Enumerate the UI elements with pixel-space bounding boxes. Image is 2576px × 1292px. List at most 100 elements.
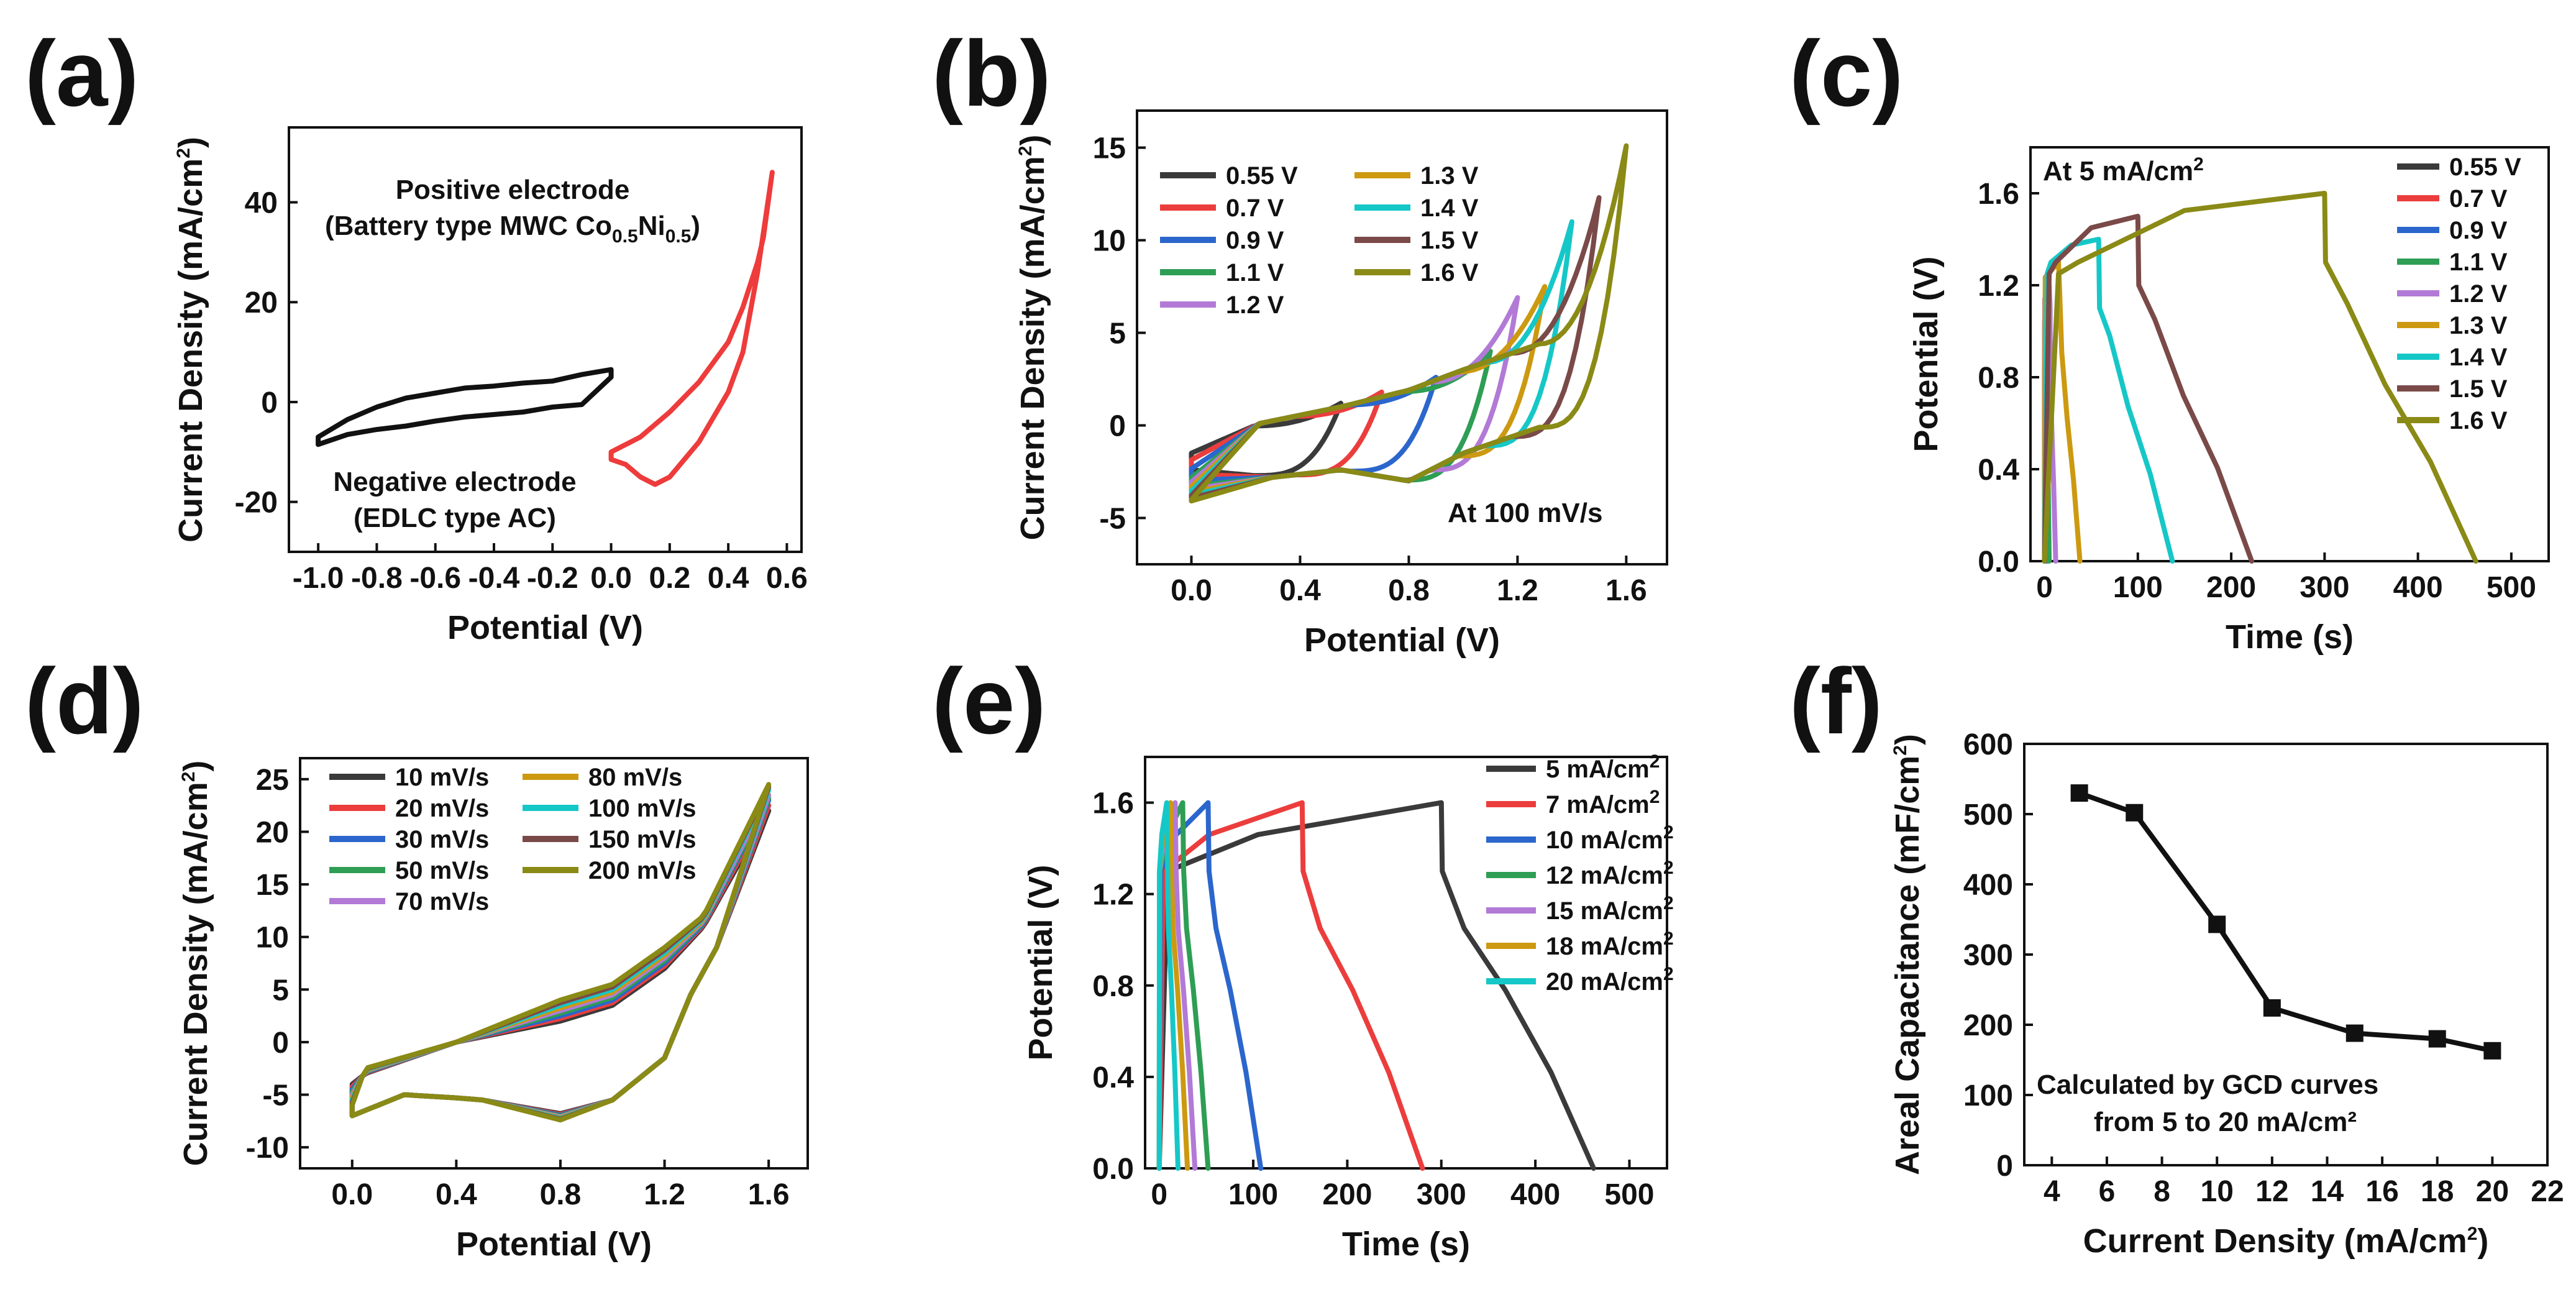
y-tick-label: 20 (245, 286, 278, 319)
legend-label: 20 mA/cm2 (1546, 964, 1674, 996)
data-point (2263, 999, 2281, 1017)
legend-label: 1.6 V (1420, 259, 1479, 286)
x-tick-label: 100 (1228, 1178, 1278, 1211)
data-point (2483, 1042, 2501, 1060)
data-point (2428, 1030, 2446, 1048)
legend-label: 0.55 V (1226, 162, 1298, 190)
y-tick-label: 0.0 (1978, 546, 2019, 579)
legend-label: 0.7 V (1226, 195, 1284, 222)
legend-label: 1.5 V (1420, 227, 1479, 254)
legend-label: 1.1 V (1226, 259, 1284, 286)
y-tick-label: 0.0 (1092, 1153, 1134, 1186)
x-tick-label: -0.8 (351, 562, 403, 595)
x-tick-label: 0 (2036, 571, 2053, 604)
x-tick-label: 0.4 (1279, 574, 1321, 607)
legend-label: 1.2 V (1226, 291, 1284, 319)
x-tick-label: 6 (2099, 1175, 2116, 1208)
x-tick-label: 0.4 (708, 562, 749, 595)
data-point (2208, 915, 2226, 933)
y-tick-label: 600 (1963, 728, 2013, 761)
panel-f: (f) 4 6 8 10 12 14 16 18 20 22 0 100 200 300 400 500 600 C… (1789, 649, 2564, 1260)
gcd-curve-5mAcm (1156, 800, 1596, 1171)
legend-label: 10 mA/cm2 (1546, 822, 1674, 854)
y-tick-label: 1.6 (1978, 178, 2019, 211)
x-axis-label: Current Density (mA/cm2) (2083, 1222, 2489, 1260)
y-tick-label: -20 (235, 487, 278, 520)
gcd-curve-20mAcm (1156, 800, 1181, 1171)
panel-a: (a) -1.0 -0.8 -0.6 -0.4 -0.2 0.0 0.2 0.4 0.6 -20 0 2… (25, 21, 808, 646)
y-tick-label: 200 (1963, 1009, 2013, 1042)
x-tick-label: 14 (2311, 1175, 2344, 1208)
legend-label: 0.55 V (2449, 153, 2521, 181)
x-tick-label: 100 (2113, 571, 2163, 604)
gcd-curve-7mAcm (1156, 800, 1425, 1171)
plot-frame (299, 757, 809, 1170)
y-tick-label: 15 (256, 869, 289, 902)
x-tick-label: 1.6 (748, 1178, 790, 1211)
y-tick-label: 15 (1093, 132, 1126, 165)
x-tick-label: 16 (2365, 1175, 2398, 1208)
x-tick-label: 0 (1151, 1178, 1167, 1211)
legend-label: 10 mV/s (395, 764, 489, 791)
plot-frame (1144, 756, 1668, 1170)
legend-label: 0.9 V (2449, 217, 2508, 244)
panel-b: (b) 0.0 0.4 0.8 1.2 1.6 -5 0 5 10 15 Potential (V) C… (932, 21, 1668, 659)
legend-label: 7 mA/cm2 (1546, 787, 1660, 818)
y-tick-label: 10 (1093, 225, 1126, 258)
current-density-note: At 5 mA/cm2 (2043, 154, 2204, 186)
legend-label: 5 mA/cm2 (1546, 751, 1660, 783)
legend-label: 20 mV/s (395, 795, 489, 822)
x-tick-label: 1.2 (1497, 574, 1538, 607)
y-tick-label: 100 (1963, 1079, 2013, 1112)
legend-label: 1.1 V (2449, 249, 2508, 276)
panel-label: (a) (25, 21, 139, 126)
y-axis-label: Current Density (mA/cm2) (177, 761, 214, 1166)
legend-label: 1.5 V (2449, 375, 2508, 403)
y-tick-label: 500 (1963, 799, 2013, 832)
panel-c: (c) 0 100 200 300 400 500 0.0 0.4 0.8 1.2 1.6 Time (… (1789, 21, 2550, 656)
x-axis-label: Potential (V) (456, 1226, 652, 1263)
gcd-curve-15V (2042, 214, 2255, 564)
panel-label: (f) (1789, 649, 1883, 753)
x-tick-label: 200 (2206, 571, 2256, 604)
legend-label: 1.3 V (1420, 162, 1479, 190)
x-tick-label: 300 (1417, 1178, 1466, 1211)
x-tick-label: -0.2 (527, 562, 578, 595)
y-tick-label: 0.8 (1978, 362, 2019, 395)
gcd-curve-14V (2042, 237, 2175, 564)
plot-frame (288, 126, 803, 553)
y-tick-label: 1.2 (1978, 270, 2019, 303)
x-tick-label: 400 (2393, 571, 2443, 604)
positive-electrode-sublabel: (Battery type MWC Co0.5Ni0.5) (325, 211, 700, 247)
x-tick-label: 500 (2487, 571, 2536, 604)
positive-electrode-label: Positive electrode (396, 175, 630, 205)
legend-label: 100 mV/s (588, 795, 696, 822)
x-tick-label: -0.6 (409, 562, 461, 595)
panel-label: (e) (932, 649, 1046, 753)
y-tick-label: -10 (246, 1132, 289, 1165)
x-tick-label: 0.4 (436, 1178, 477, 1211)
y-tick-label: 400 (1963, 869, 2013, 902)
y-tick-label: 0 (261, 387, 278, 419)
panel-label: (d) (25, 649, 144, 753)
x-tick-label: 0.2 (649, 562, 690, 595)
y-tick-label: 1.2 (1092, 879, 1134, 912)
y-tick-label: 1.6 (1092, 787, 1134, 820)
y-tick-label: 300 (1963, 939, 2013, 972)
x-tick-label: 12 (2255, 1175, 2288, 1208)
legend-label: 80 mV/s (588, 764, 682, 791)
legend-label: 1.3 V (2449, 312, 2508, 339)
data-point (2345, 1024, 2364, 1042)
legend-label: 12 mA/cm2 (1546, 858, 1674, 889)
panel-label: (c) (1789, 21, 1903, 126)
x-axis-label: Time (s) (1342, 1226, 1470, 1263)
y-axis-label: Potential (V) (1907, 256, 1945, 452)
y-tick-label: -5 (1099, 503, 1126, 536)
x-tick-label: 4 (2044, 1175, 2060, 1208)
plot-frame (1136, 109, 1668, 566)
legend-label: 70 mV/s (395, 888, 489, 915)
negative-electrode-label: Negative electrode (333, 467, 576, 497)
x-tick-label: 18 (2421, 1175, 2454, 1208)
legend-label: 200 mV/s (588, 857, 696, 884)
